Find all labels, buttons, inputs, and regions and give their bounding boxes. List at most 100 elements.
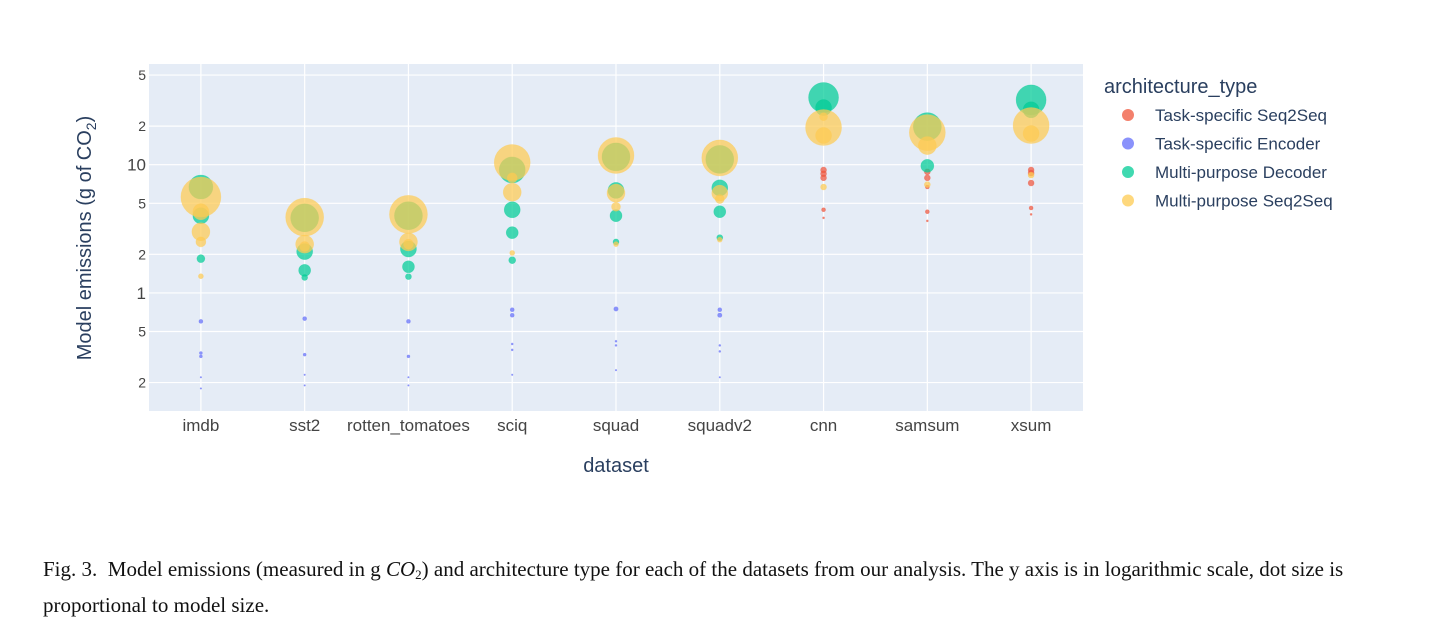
data-point[interactable] [1028, 205, 1034, 211]
data-point[interactable] [195, 236, 207, 248]
data-point[interactable] [815, 127, 832, 144]
data-point[interactable] [198, 273, 204, 280]
caption-co-sub: 2 [415, 567, 422, 582]
legend-label: Multi-purpose Seq2Seq [1155, 192, 1333, 211]
data-point[interactable] [820, 183, 827, 191]
x-tick-label: squadv2 [688, 416, 752, 435]
x-tick-labels: imdb sst2 rotten_tomatoes sciq squad squadv2 c… [182, 416, 1051, 435]
data-point[interactable] [303, 373, 306, 376]
data-point[interactable] [820, 174, 827, 182]
data-point[interactable] [511, 373, 514, 376]
x-tick-label: sst2 [289, 416, 320, 435]
data-point[interactable] [614, 369, 618, 372]
data-point[interactable] [285, 197, 324, 237]
caption-co: CO [385, 557, 416, 581]
legend-item[interactable]: Multi-purpose Seq2Seq [1122, 192, 1333, 211]
data-point[interactable] [192, 203, 210, 220]
data-point[interactable] [717, 307, 723, 312]
data-point[interactable] [611, 201, 621, 212]
data-point[interactable] [389, 195, 428, 234]
data-point[interactable] [701, 139, 739, 177]
data-point[interactable] [503, 201, 521, 219]
figure-caption: Fig. 3. Model emissions (measured in g C… [43, 554, 1413, 621]
data-point[interactable] [926, 219, 929, 223]
data-point[interactable] [510, 348, 514, 352]
legend: architecture_type Task-specific Seq2Seq T… [1104, 76, 1333, 211]
legend-label: Multi-purpose Decoder [1155, 163, 1327, 182]
data-point[interactable] [303, 384, 306, 387]
x-tick-label: cnn [810, 416, 837, 435]
legend-item[interactable]: Multi-purpose Decoder [1122, 163, 1327, 182]
data-point[interactable] [918, 136, 937, 155]
data-point[interactable] [302, 352, 307, 357]
data-point[interactable] [299, 241, 310, 252]
data-point[interactable] [614, 344, 618, 347]
data-point[interactable] [198, 319, 204, 324]
data-point[interactable] [613, 306, 619, 312]
x-tick-label: sciq [497, 416, 527, 435]
data-point[interactable] [196, 254, 206, 263]
x-tick-label: samsum [895, 416, 959, 435]
y-tick-label: 2 [138, 375, 146, 391]
data-point[interactable] [199, 354, 203, 359]
data-point[interactable] [407, 384, 410, 387]
data-point[interactable] [1027, 179, 1035, 187]
y-tick-label: 2 [138, 246, 146, 262]
data-point[interactable] [509, 312, 515, 318]
data-point[interactable] [199, 376, 202, 379]
legend-marker-icon [1122, 166, 1134, 178]
legend-item[interactable]: Task-specific Encoder [1122, 135, 1321, 154]
data-point[interactable] [505, 226, 519, 239]
data-point[interactable] [402, 260, 415, 274]
data-point[interactable] [199, 351, 203, 355]
legend-marker-icon [1122, 109, 1134, 121]
y-tick-label: 10 [127, 156, 146, 175]
data-point[interactable] [405, 273, 412, 280]
legend-marker-icon [1122, 137, 1134, 150]
data-point[interactable] [302, 316, 307, 321]
data-point[interactable] [506, 172, 518, 184]
data-point[interactable] [606, 183, 626, 203]
caption-text-before: Model emissions (measured in g [107, 557, 386, 581]
y-tick-labels: 5 2 10 5 2 1 5 2 [127, 67, 146, 390]
legend-label: Task-specific Seq2Seq [1155, 106, 1327, 125]
caption-label: Fig. 3. [43, 557, 98, 581]
data-point[interactable] [1027, 171, 1035, 179]
data-point[interactable] [717, 312, 723, 318]
data-point[interactable] [509, 250, 516, 256]
data-point[interactable] [406, 319, 411, 324]
x-tick-label: xsum [1011, 416, 1052, 435]
y-tick-label: 5 [138, 195, 146, 211]
data-point[interactable] [924, 174, 931, 182]
data-point[interactable] [407, 376, 410, 379]
data-point[interactable] [301, 274, 308, 281]
data-point[interactable] [1022, 125, 1040, 142]
data-point[interactable] [597, 137, 635, 174]
data-point[interactable] [718, 344, 722, 347]
data-point[interactable] [509, 307, 515, 312]
data-point[interactable] [406, 354, 411, 359]
data-point[interactable] [718, 350, 722, 353]
data-point[interactable] [403, 238, 414, 250]
x-tick-label: imdb [182, 416, 219, 435]
legend-item[interactable]: Task-specific Seq2Seq [1122, 106, 1327, 125]
data-point[interactable] [822, 216, 825, 220]
data-point[interactable] [1029, 213, 1033, 216]
data-point[interactable] [510, 342, 514, 346]
data-point[interactable] [614, 339, 618, 343]
data-point[interactable] [924, 181, 931, 188]
data-point[interactable] [508, 256, 517, 264]
emissions-bubble-chart: 5 2 10 5 2 1 5 2 imdb sst2 rotten_tomatoes sciq squ… [74, 64, 1333, 477]
x-tick-label: rotten_tomatoes [347, 416, 470, 435]
data-point[interactable] [199, 387, 202, 390]
data-point[interactable] [925, 209, 930, 214]
data-point[interactable] [613, 241, 619, 247]
data-point[interactable] [920, 159, 935, 173]
data-point[interactable] [714, 194, 725, 204]
data-point[interactable] [821, 207, 826, 213]
data-point[interactable] [713, 205, 727, 218]
data-point[interactable] [819, 112, 828, 121]
data-point[interactable] [718, 376, 721, 379]
data-point[interactable] [716, 236, 723, 243]
data-point[interactable] [502, 182, 522, 202]
